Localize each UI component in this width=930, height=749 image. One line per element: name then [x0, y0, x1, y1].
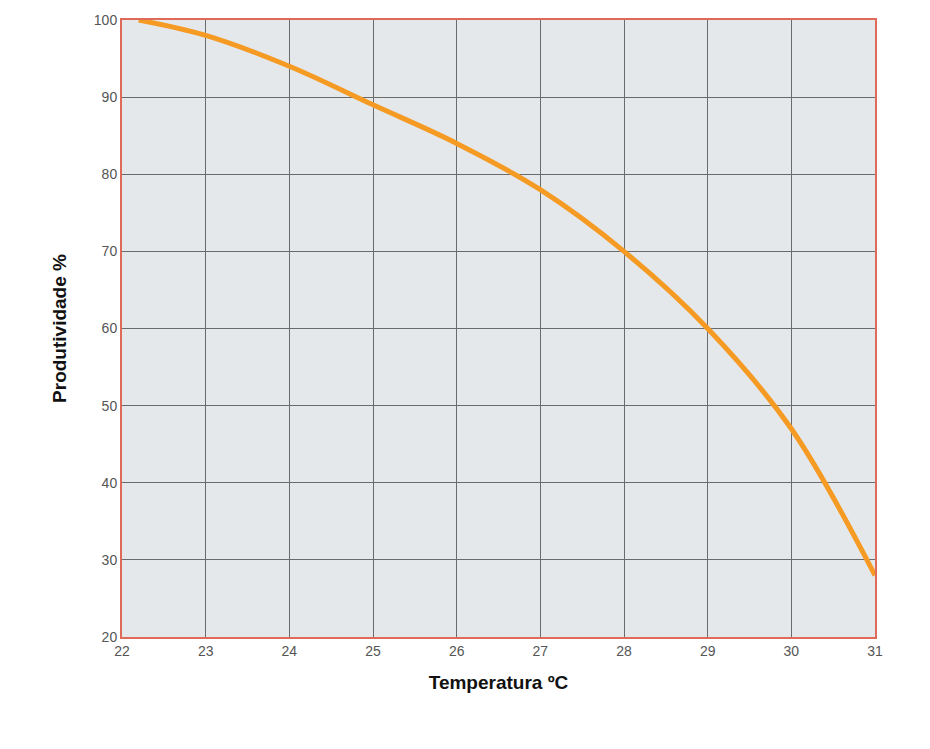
svg-text:29: 29	[700, 643, 716, 659]
svg-text:100: 100	[94, 12, 118, 28]
svg-text:30: 30	[102, 552, 118, 568]
svg-text:40: 40	[102, 475, 118, 491]
svg-text:26: 26	[449, 643, 465, 659]
svg-text:Temperatura ºC: Temperatura ºC	[429, 672, 569, 693]
svg-text:25: 25	[365, 643, 381, 659]
svg-text:30: 30	[784, 643, 800, 659]
svg-text:22: 22	[114, 643, 130, 659]
svg-text:90: 90	[102, 89, 118, 105]
svg-text:23: 23	[198, 643, 214, 659]
svg-text:24: 24	[282, 643, 298, 659]
svg-text:28: 28	[616, 643, 632, 659]
svg-text:Produtividade %: Produtividade %	[49, 254, 70, 403]
svg-text:50: 50	[102, 398, 118, 414]
svg-text:80: 80	[102, 166, 118, 182]
svg-text:70: 70	[102, 243, 118, 259]
svg-text:60: 60	[102, 320, 118, 336]
svg-text:31: 31	[867, 643, 883, 659]
svg-text:27: 27	[533, 643, 549, 659]
svg-text:20: 20	[102, 629, 118, 645]
